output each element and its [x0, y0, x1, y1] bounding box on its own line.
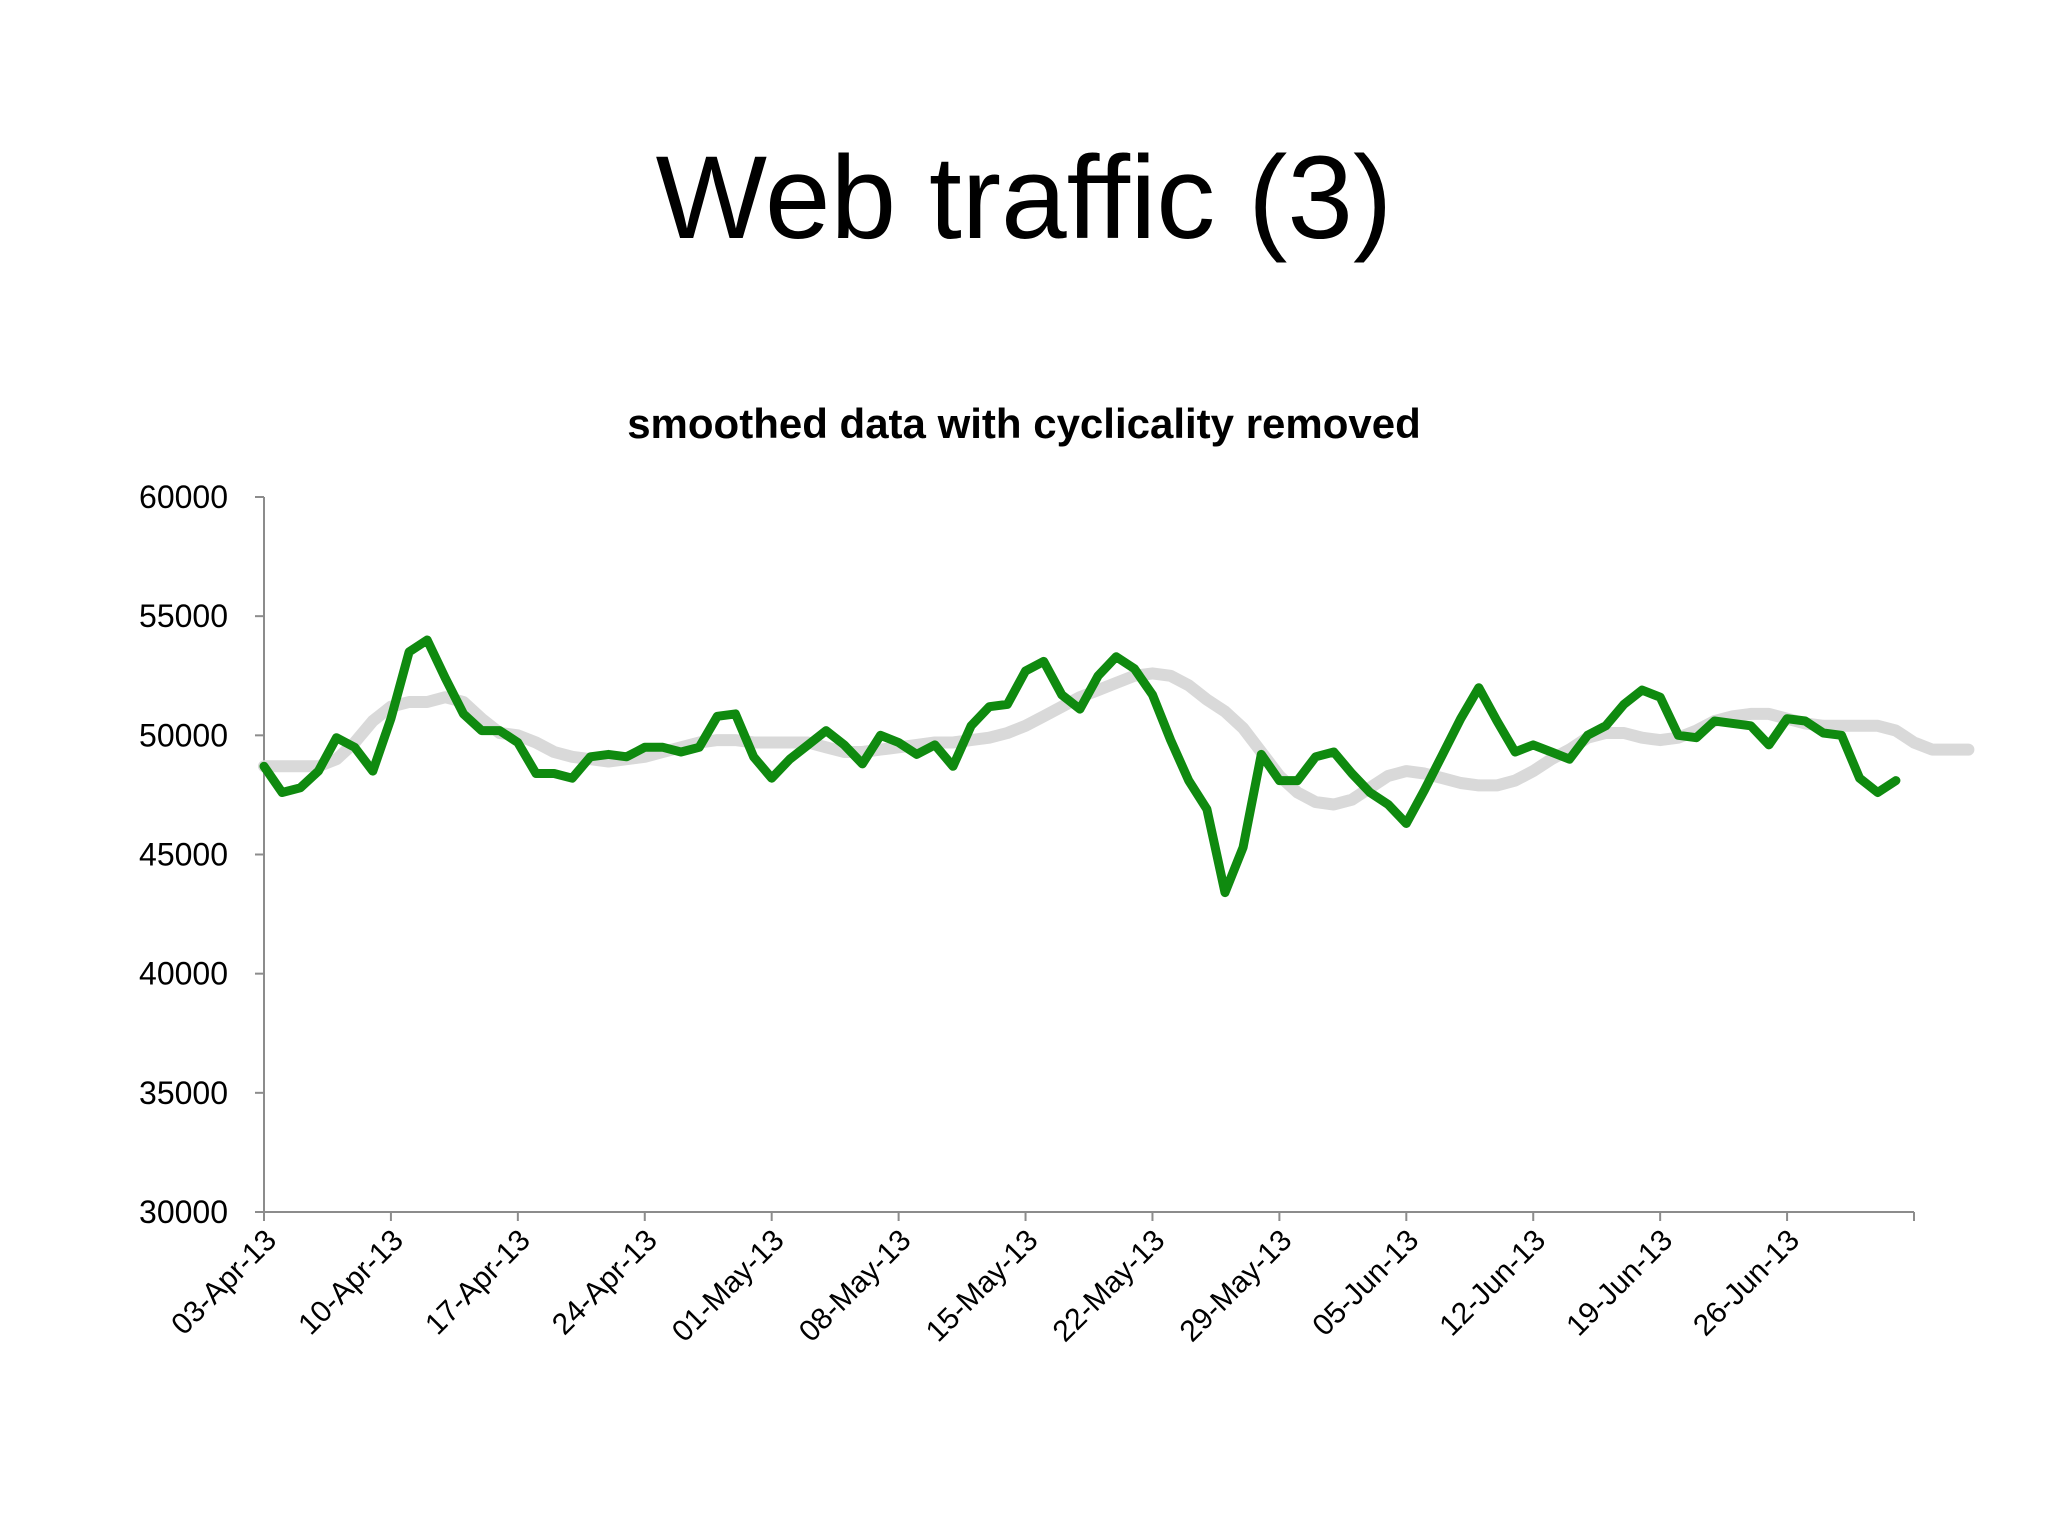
- series-line-2: [259, 635, 1901, 898]
- x-tick-label: 05-Jun-13: [1306, 1224, 1425, 1343]
- x-tick-label: 19-Jun-13: [1560, 1224, 1679, 1343]
- x-tick-label: 10-Apr-13: [292, 1224, 410, 1342]
- y-tick-label: 55000: [139, 598, 228, 634]
- x-tick-label: 12-Jun-13: [1433, 1224, 1552, 1343]
- x-tick-label: 24-Apr-13: [546, 1224, 664, 1342]
- chart-axes: [263, 497, 1914, 1213]
- x-tick-label: 01-May-13: [666, 1224, 791, 1349]
- y-tick-label: 45000: [139, 837, 228, 873]
- y-tick-label: 40000: [139, 956, 228, 992]
- x-tick-label: 03-Apr-13: [165, 1224, 283, 1342]
- chart-title: smoothed data with cyclicality removed: [627, 400, 1421, 447]
- slide-title: Web traffic (3): [655, 132, 1393, 264]
- x-axis-ticks: 03-Apr-13 10-Apr-13 17-Apr-13 24-Apr-13 01-M…: [165, 1212, 1915, 1349]
- y-tick-label: 30000: [139, 1194, 228, 1230]
- y-axis-ticks: 30000 35000 40000 45000 50000 55000 60000: [139, 479, 264, 1230]
- x-tick-label: 22-May-13: [1047, 1224, 1172, 1349]
- x-tick-label: 17-Apr-13: [419, 1224, 537, 1342]
- y-tick-label: 50000: [139, 717, 228, 753]
- x-tick-label: 08-May-13: [793, 1224, 918, 1349]
- y-tick-label: 35000: [139, 1075, 228, 1111]
- x-tick-label: 29-May-13: [1174, 1224, 1299, 1349]
- y-tick-label: 60000: [139, 479, 228, 515]
- plot-area: [258, 635, 1975, 898]
- x-tick-label: 15-May-13: [920, 1224, 1045, 1349]
- x-tick-label: 26-Jun-13: [1687, 1224, 1806, 1343]
